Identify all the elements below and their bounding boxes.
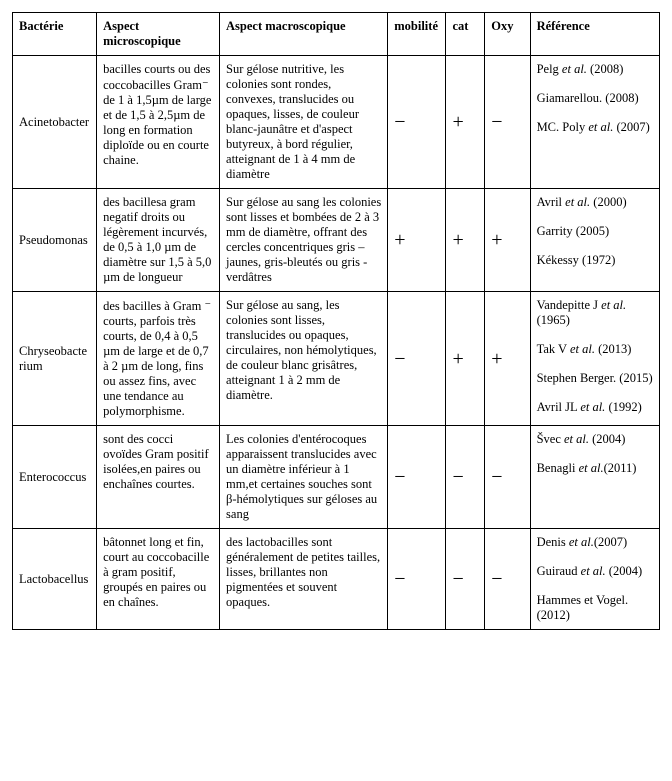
- col-header-cat: cat: [446, 13, 485, 56]
- cell-macro: Sur gélose au sang les colonies sont lis…: [220, 189, 388, 292]
- reference: Denis et al.(2007): [537, 535, 653, 550]
- cell-bacterie: Pseudomonas: [13, 189, 97, 292]
- table-row: Enterococcus sont des cocci ovoïdes Gram…: [13, 426, 660, 529]
- cell-micro: bâtonnet long et fin, court au coccobaci…: [97, 529, 220, 630]
- table-row: Chryseobacteriumdes bacilles à Gram ⁻ co…: [13, 292, 660, 426]
- reference: MC. Poly et al. (2007): [537, 120, 653, 135]
- cell-oxy: −: [485, 56, 530, 189]
- reference: Giamarellou. (2008): [537, 91, 653, 106]
- cell-cat: +: [446, 189, 485, 292]
- cell-mob: +: [388, 189, 446, 292]
- cell-macro: Sur gélose nutritive, les colonies sont …: [220, 56, 388, 189]
- cell-micro: des bacillesa gram negatif droits ou lég…: [97, 189, 220, 292]
- cell-cat: −: [446, 529, 485, 630]
- col-header-bacterie: Bactérie: [13, 13, 97, 56]
- cell-ref: Pelg et al. (2008) Giamarellou. (2008) MC.…: [530, 56, 659, 189]
- reference: Pelg et al. (2008): [537, 62, 653, 77]
- table-row: Pseudomonasdes bacillesa gram negatif dr…: [13, 189, 660, 292]
- cell-oxy: +: [485, 292, 530, 426]
- reference: Guiraud et al. (2004): [537, 564, 653, 579]
- cell-mob: −: [388, 56, 446, 189]
- col-header-micro: Aspect microscopique: [97, 13, 220, 56]
- cell-mob: −: [388, 292, 446, 426]
- reference: Švec et al. (2004): [537, 432, 653, 447]
- reference: Avril et al. (2000): [537, 195, 653, 210]
- cell-micro: sont des cocci ovoïdes Gram positif isol…: [97, 426, 220, 529]
- cell-mob: −: [388, 529, 446, 630]
- cell-ref: Švec et al. (2004) Benagli et al.(2011): [530, 426, 659, 529]
- cell-macro: Sur gélose au sang, les colonies sont li…: [220, 292, 388, 426]
- cell-ref: Denis et al.(2007) Guiraud et al. (2004) H…: [530, 529, 659, 630]
- bacteria-table: Bactérie Aspect microscopique Aspect mac…: [12, 12, 660, 630]
- cell-oxy: −: [485, 426, 530, 529]
- cell-bacterie: Enterococcus: [13, 426, 97, 529]
- cell-cat: +: [446, 292, 485, 426]
- reference: Stephen Berger. (2015): [537, 371, 653, 386]
- reference: Avril JL et al. (1992): [537, 400, 653, 415]
- table-body: Acinetobacterbacilles courts ou des cocc…: [13, 56, 660, 630]
- cell-cat: −: [446, 426, 485, 529]
- col-header-ref: Référence: [530, 13, 659, 56]
- table-row: Acinetobacterbacilles courts ou des cocc…: [13, 56, 660, 189]
- col-header-mobilite: mobilité: [388, 13, 446, 56]
- cell-ref: Avril et al. (2000) Garrity (2005) Kékessy…: [530, 189, 659, 292]
- cell-oxy: −: [485, 529, 530, 630]
- reference: Kékessy (1972): [537, 253, 653, 268]
- cell-micro: des bacilles à Gram ⁻ courts, parfois tr…: [97, 292, 220, 426]
- cell-mob: −: [388, 426, 446, 529]
- reference: Hammes et Vogel. (2012): [537, 593, 653, 623]
- reference: Tak V et al. (2013): [537, 342, 653, 357]
- table-header-row: Bactérie Aspect microscopique Aspect mac…: [13, 13, 660, 56]
- cell-micro: bacilles courts ou des coccobacilles Gra…: [97, 56, 220, 189]
- col-header-macro: Aspect macroscopique: [220, 13, 388, 56]
- cell-macro: des lactobacilles sont généralement de p…: [220, 529, 388, 630]
- reference: Vandepitte J et al. (1965): [537, 298, 653, 328]
- cell-cat: +: [446, 56, 485, 189]
- cell-oxy: +: [485, 189, 530, 292]
- cell-ref: Vandepitte J et al. (1965) Tak V et al. (…: [530, 292, 659, 426]
- col-header-oxy: Oxy: [485, 13, 530, 56]
- reference: Garrity (2005): [537, 224, 653, 239]
- table-row: Lactobacellusbâtonnet long et fin, court…: [13, 529, 660, 630]
- cell-macro: Les colonies d'entérocoques apparaissent…: [220, 426, 388, 529]
- reference: Benagli et al.(2011): [537, 461, 653, 476]
- cell-bacterie: Lactobacellus: [13, 529, 97, 630]
- cell-bacterie: Chryseobacterium: [13, 292, 97, 426]
- cell-bacterie: Acinetobacter: [13, 56, 97, 189]
